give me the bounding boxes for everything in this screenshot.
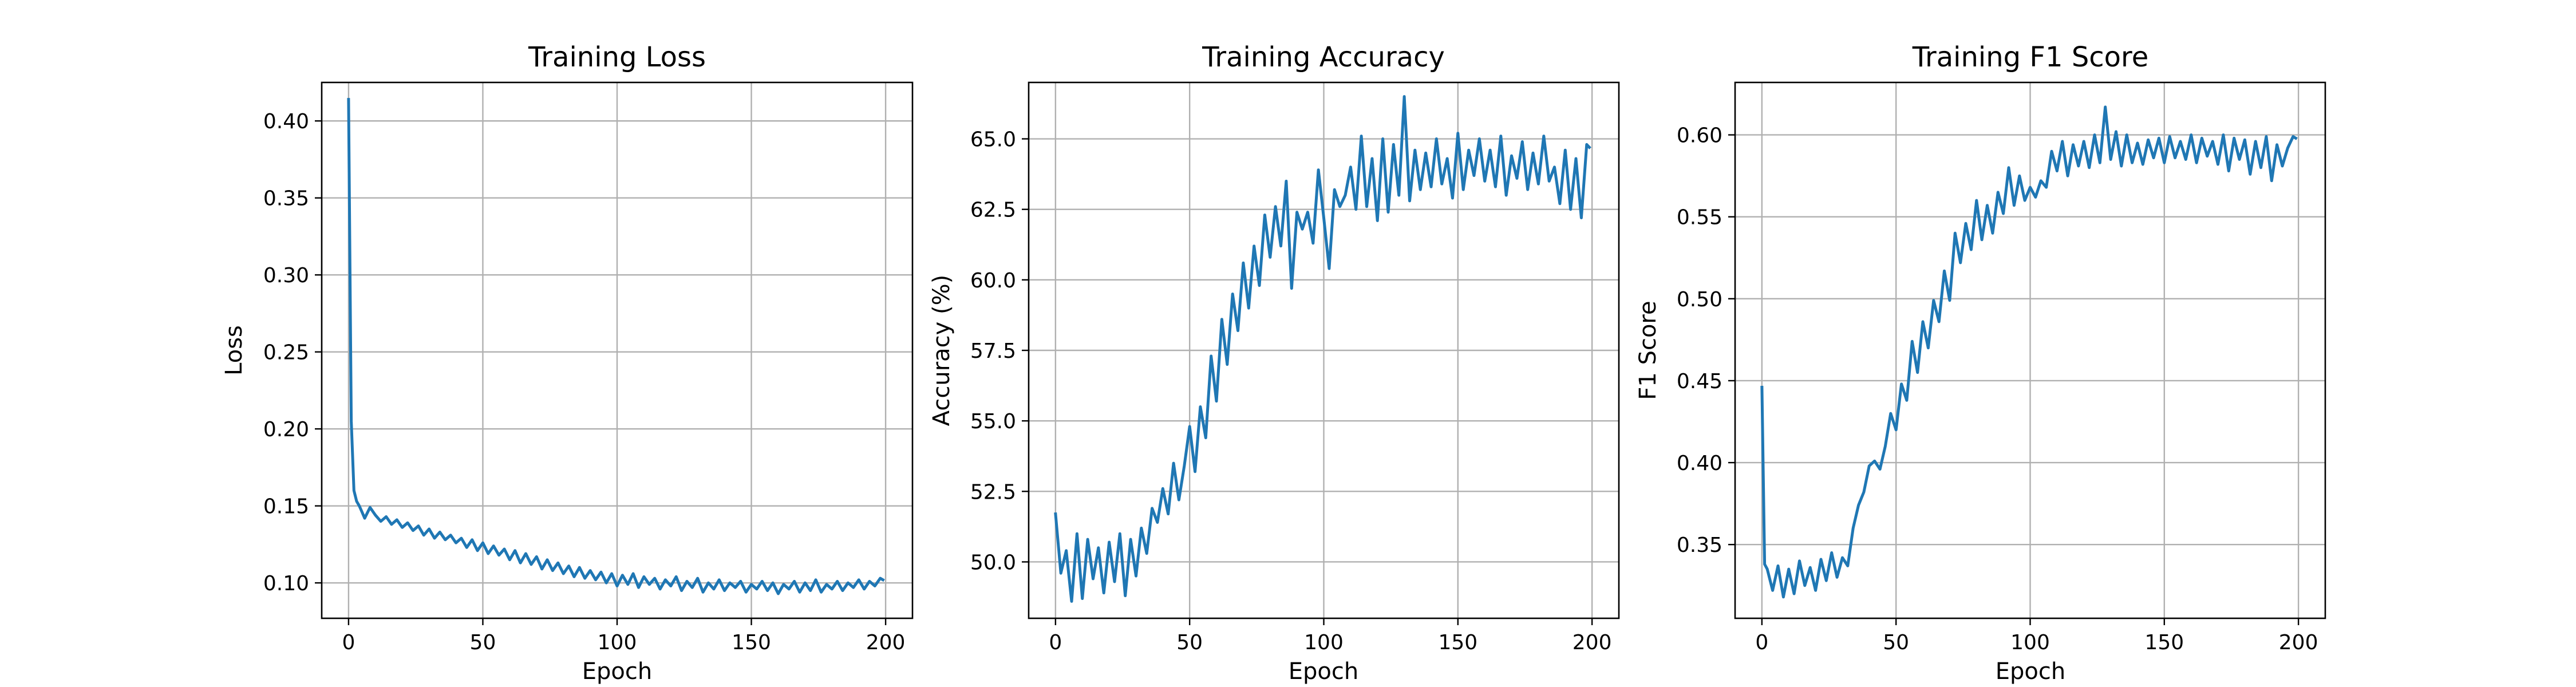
x-tick-label: 100 xyxy=(598,631,637,654)
y-tick-label: 0.60 xyxy=(1677,124,1722,148)
y-tick-label: 50.0 xyxy=(970,551,1016,574)
x-tick-label: 100 xyxy=(1304,631,1344,654)
y-tick-label: 0.40 xyxy=(1677,452,1722,475)
x-tick-label: 0 xyxy=(1755,631,1768,654)
y-tick-label: 62.5 xyxy=(970,199,1016,222)
y-tick-label: 52.5 xyxy=(970,480,1016,504)
x-tick-label: 0 xyxy=(342,631,355,654)
x-tick-label: 50 xyxy=(1176,631,1203,654)
y-tick-label: 65.0 xyxy=(970,128,1016,152)
series-line xyxy=(347,98,885,595)
x-tick-label: 50 xyxy=(470,631,496,654)
accuracy-chart: Training Accuracy Epoch Accuracy (%) 0 50… xyxy=(929,41,1620,685)
f1-score-chart: Training F1 Score Epoch F1 Score 0 50 100 1… xyxy=(1635,41,2326,685)
y-tick-label: 57.5 xyxy=(970,339,1016,363)
y-tick-label: 0.40 xyxy=(263,110,309,133)
x-axis-label: Epoch xyxy=(582,658,652,685)
x-axis-label: Epoch xyxy=(1289,658,1358,685)
y-tick-label: 60.0 xyxy=(970,269,1016,293)
x-tick-label: 200 xyxy=(866,631,906,654)
x-tick-label: 150 xyxy=(732,631,771,654)
y-tick-label: 0.25 xyxy=(263,341,309,365)
y-tick-label: 0.30 xyxy=(263,264,309,287)
series-line xyxy=(1760,105,2298,599)
x-tick-label: 150 xyxy=(2144,631,2184,654)
y-axis-label: Loss xyxy=(221,325,247,376)
series-line xyxy=(1054,95,1591,603)
y-axis-label: Accuracy (%) xyxy=(929,275,955,427)
chart-title: Training Loss xyxy=(528,41,706,73)
y-tick-label: 0.50 xyxy=(1677,288,1722,311)
x-tick-label: 50 xyxy=(1883,631,1909,654)
y-tick-label: 0.35 xyxy=(1677,534,1722,557)
x-tick-label: 100 xyxy=(2010,631,2050,654)
y-tick-label: 55.0 xyxy=(970,410,1016,433)
y-tick-label: 0.10 xyxy=(263,572,309,595)
x-tick-label: 200 xyxy=(1573,631,1612,654)
x-axis-label: Epoch xyxy=(1996,658,2065,685)
chart-title: Training F1 Score xyxy=(1912,41,2149,73)
y-tick-label: 0.45 xyxy=(1677,370,1722,393)
y-tick-label: 0.35 xyxy=(263,187,309,211)
loss-chart: Training Loss Epoch Loss 0 50 100 150 200 0.1… xyxy=(221,41,914,685)
chart-title: Training Accuracy xyxy=(1202,41,1445,73)
x-tick-label: 0 xyxy=(1049,631,1062,654)
y-tick-label: 0.20 xyxy=(263,418,309,441)
y-tick-label: 0.15 xyxy=(263,495,309,519)
y-axis-label: F1 Score xyxy=(1635,301,1661,400)
x-tick-label: 200 xyxy=(2279,631,2318,654)
y-tick-label: 0.55 xyxy=(1677,206,1722,230)
x-tick-label: 150 xyxy=(1438,631,1477,654)
